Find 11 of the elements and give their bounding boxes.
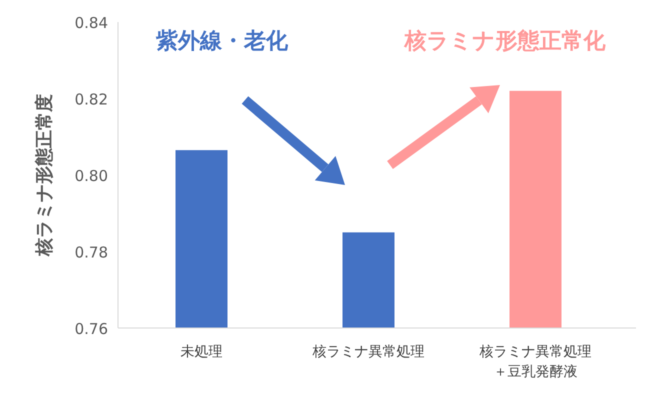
y-axis-title: 核ラミナ形態正常度 [34, 94, 55, 257]
y-tick-label: 0.84 [74, 14, 108, 32]
y-tick-label: 0.76 [74, 320, 108, 338]
y-tick-label: 0.78 [74, 244, 108, 262]
annotation: 紫外線・老化 [155, 29, 289, 54]
x-tick-label: 核ラミナ異常処理 [312, 344, 424, 360]
y-tick-label: 0.82 [74, 90, 108, 108]
x-tick-label: 核ラミナ異常処理＋豆乳発酵液 [478, 344, 592, 380]
x-tick-label: 未処理 [180, 344, 222, 360]
annotation: 核ラミナ形態正常化 [404, 28, 606, 54]
y-tick-label: 0.80 [74, 167, 108, 185]
